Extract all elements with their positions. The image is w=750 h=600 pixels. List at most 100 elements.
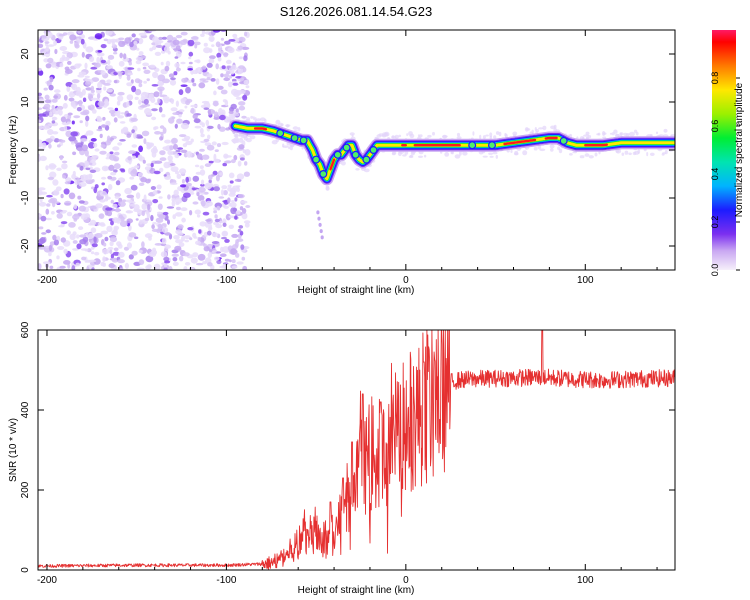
noise-blob bbox=[88, 105, 92, 110]
noise-blob bbox=[241, 46, 250, 51]
noise-blob bbox=[72, 170, 76, 176]
noise-blob bbox=[235, 210, 241, 215]
noise-blob bbox=[185, 176, 189, 183]
noise-blob bbox=[62, 175, 67, 179]
noise-blob bbox=[234, 178, 241, 182]
ridge-halo bbox=[417, 134, 421, 138]
colorbar-gradient bbox=[712, 30, 736, 270]
noise-blob bbox=[176, 173, 182, 179]
ridge-halo bbox=[456, 132, 461, 137]
noise-blob bbox=[52, 131, 59, 135]
noise-blob bbox=[239, 206, 244, 211]
ridge-halo bbox=[264, 119, 267, 123]
noise-blob bbox=[151, 151, 157, 158]
noise-blob bbox=[90, 138, 97, 142]
noise-blob bbox=[145, 209, 149, 215]
noise-blob bbox=[38, 113, 47, 117]
noise-blob bbox=[245, 85, 250, 89]
noise-blob bbox=[148, 192, 155, 197]
ridge-halo bbox=[292, 126, 299, 130]
ridge-knot bbox=[333, 150, 342, 159]
noise-blob bbox=[199, 78, 207, 81]
noise-blob bbox=[221, 141, 229, 146]
noise-blob bbox=[119, 52, 123, 59]
noise-blob bbox=[243, 79, 249, 85]
noise-blob bbox=[222, 231, 228, 237]
noise-blob bbox=[212, 250, 217, 253]
noise-blob bbox=[215, 41, 221, 48]
noise-blob bbox=[63, 200, 72, 206]
noise-blob bbox=[169, 182, 178, 185]
noise-blob bbox=[234, 241, 239, 248]
ridge-halo bbox=[646, 152, 649, 157]
noise-blob bbox=[118, 60, 125, 67]
noise-blob bbox=[100, 59, 106, 64]
noise-blob bbox=[154, 243, 163, 246]
noise-blob bbox=[67, 60, 72, 65]
noise-blob bbox=[58, 109, 63, 116]
noise-blob bbox=[167, 155, 173, 162]
noise-blob bbox=[76, 234, 80, 239]
noise-blob bbox=[205, 219, 212, 222]
noise-blob bbox=[222, 222, 227, 227]
noise-blob bbox=[196, 153, 203, 160]
noise-blob bbox=[241, 256, 246, 261]
noise-blob bbox=[72, 240, 78, 244]
noise-blob bbox=[134, 37, 140, 42]
noise-blob bbox=[238, 137, 244, 143]
noise-blob bbox=[99, 190, 108, 197]
noise-blob bbox=[51, 116, 58, 121]
noise-blob bbox=[227, 184, 232, 188]
noise-blob bbox=[161, 227, 169, 234]
noise-blob bbox=[102, 116, 106, 121]
noise-blob bbox=[184, 239, 189, 243]
noise-blob bbox=[207, 134, 211, 140]
noise-blob bbox=[104, 236, 109, 242]
noise-blob bbox=[124, 66, 128, 74]
noise-blob bbox=[67, 114, 72, 120]
noise-blob bbox=[190, 36, 199, 40]
noise-blob bbox=[120, 112, 125, 115]
noise-blob bbox=[204, 182, 213, 190]
noise-blob bbox=[114, 107, 119, 112]
noise-blob bbox=[60, 193, 64, 199]
noise-blob bbox=[152, 199, 159, 204]
noise-blob bbox=[130, 117, 138, 122]
noise-blob bbox=[190, 257, 198, 264]
noise-blob bbox=[195, 262, 204, 266]
noise-blob bbox=[105, 30, 113, 36]
noise-blob bbox=[141, 210, 146, 217]
y-tick-label: 600 bbox=[20, 321, 31, 338]
noise-blob bbox=[68, 92, 76, 98]
ridge-peak bbox=[584, 143, 608, 147]
noise-blob bbox=[243, 55, 248, 62]
noise-blob bbox=[171, 116, 176, 120]
noise-blob bbox=[117, 72, 123, 77]
noise-blob bbox=[84, 78, 91, 82]
noise-blob bbox=[96, 56, 101, 64]
noise-blob bbox=[103, 38, 109, 42]
noise-blob bbox=[214, 218, 220, 223]
noise-blob bbox=[131, 129, 135, 134]
noise-blob bbox=[112, 146, 120, 151]
noise-blob bbox=[107, 246, 114, 250]
noise-blob bbox=[216, 52, 222, 58]
noise-blob bbox=[155, 217, 164, 223]
noise-blob bbox=[229, 202, 237, 208]
ridge-halo bbox=[635, 131, 639, 136]
noise-blob bbox=[138, 249, 143, 253]
noise-blob bbox=[66, 230, 71, 235]
noise-blob bbox=[203, 47, 211, 54]
noise-blob bbox=[38, 245, 46, 250]
ridge-peak bbox=[329, 158, 336, 171]
ridge-halo bbox=[572, 151, 577, 154]
noise-blob bbox=[180, 122, 189, 130]
noise-blob bbox=[138, 99, 142, 105]
noise-blob bbox=[100, 44, 107, 49]
noise-blob bbox=[203, 191, 209, 195]
noise-blob bbox=[234, 197, 238, 202]
noise-blob bbox=[210, 78, 216, 82]
noise-blob bbox=[58, 225, 65, 228]
noise-blob bbox=[214, 149, 219, 153]
noise-blob bbox=[100, 261, 105, 267]
